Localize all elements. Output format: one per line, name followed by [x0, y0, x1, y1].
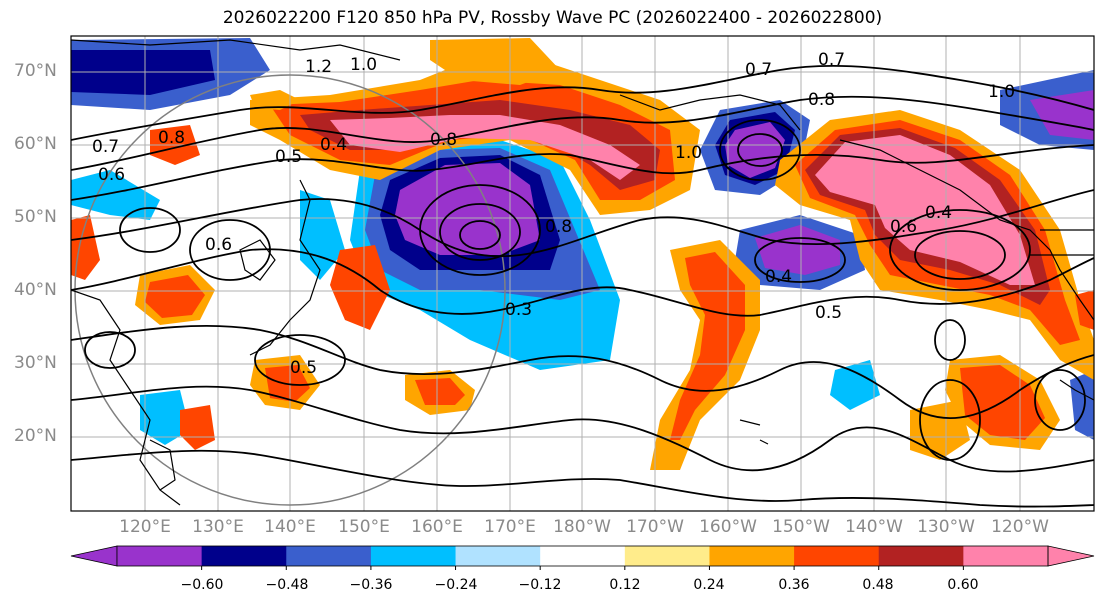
colorbar-segment: [540, 546, 626, 566]
contour-label: 0.6: [98, 165, 125, 185]
contour-label: 0.8: [545, 217, 572, 237]
lat-label: 30°N: [14, 353, 57, 373]
contour-label: 0.4: [320, 135, 347, 155]
colorbar-segment: [370, 546, 457, 566]
colorbar-segment: [624, 546, 710, 566]
contour-label: 1.0: [988, 82, 1015, 102]
contour-label: 0.3: [505, 300, 532, 320]
contour-labels: 1.0 1.2 0.7 0.6 0.8 0.5 0.4 0.7 0.8 0.6 …: [92, 50, 1015, 378]
colorbar-segment: [794, 546, 880, 566]
colorbar: [70, 545, 1095, 570]
contour-label: 0.6: [890, 217, 917, 237]
contour-label: 0.5: [815, 303, 842, 323]
colorbar-tick-label: 0.36: [778, 577, 810, 593]
colorbar-tick-label: −0.12: [518, 577, 562, 593]
lon-label: 140°E: [264, 517, 316, 537]
colorbar-extend-max: [1047, 545, 1095, 567]
lon-label: 130°E: [192, 517, 244, 537]
colorbar-segment: [201, 546, 287, 566]
lat-label: 40°N: [14, 280, 57, 300]
lon-label: 150°W: [772, 517, 830, 537]
colorbar-tick-label: −0.36: [349, 577, 393, 593]
colorbar-extend-min: [70, 545, 118, 567]
colorbar-tick-label: 0.60: [947, 577, 979, 593]
lon-label: 120°E: [119, 517, 171, 537]
colorbar-tick-label: −0.60: [180, 577, 224, 593]
contour-label: 0.7: [818, 50, 845, 70]
lon-label: 130°W: [917, 517, 975, 537]
contour-label: 0.8: [808, 90, 835, 110]
lon-label: 120°W: [991, 517, 1049, 537]
map-title: 2026022200 F120 850 hPa PV, Rossby Wave …: [222, 8, 883, 28]
contour-label: 0.6: [205, 235, 232, 255]
colorbar-tick-label: 0.48: [862, 577, 894, 593]
contour-label: 1.0: [675, 143, 702, 163]
lat-label: 50°N: [14, 207, 57, 227]
contour-label: 0.7: [745, 60, 772, 80]
lon-label: 160°W: [699, 517, 757, 537]
contour-label: 0.5: [275, 147, 302, 167]
lon-label: 160°E: [411, 517, 463, 537]
colorbar-tick-label: −0.24: [434, 577, 478, 593]
lat-label: 70°N: [14, 61, 57, 81]
colorbar-segment: [963, 546, 1049, 566]
contour-label: 0.8: [158, 128, 185, 148]
contour-label: 0.7: [92, 137, 119, 157]
colorbar-segment: [286, 546, 372, 566]
colorbar-segment: [455, 546, 541, 566]
lat-label: 20°N: [14, 426, 57, 446]
colorbar-segment: [709, 546, 795, 566]
lon-label: 150°E: [338, 517, 390, 537]
colorbar-segment: [878, 546, 964, 566]
map-plot: 1.0 1.2 0.7 0.6 0.8 0.5 0.4 0.7 0.8 0.6 …: [71, 36, 1094, 511]
lon-label: 140°W: [845, 517, 903, 537]
contour-label: 1.0: [350, 55, 377, 75]
contour-label: 0.4: [925, 203, 952, 223]
map-frame: [70, 35, 1095, 512]
contour-label: 0.4: [765, 267, 792, 287]
colorbar-tick-label: 0.24: [693, 577, 725, 593]
pv-shading: [71, 38, 1094, 470]
lat-label: 60°N: [14, 134, 57, 154]
contour-lines: [71, 64, 1094, 508]
colorbar-segment: [117, 546, 203, 566]
lon-label: 180°W: [553, 517, 611, 537]
contour-label: 0.8: [430, 130, 457, 150]
contour-label: 0.5: [290, 358, 317, 378]
colorbar-tick-label: −0.48: [265, 577, 309, 593]
colorbar-frame: [116, 545, 1049, 567]
colorbar-tick-label: 0.12: [609, 577, 641, 593]
contour-label: 1.2: [305, 57, 332, 77]
lon-label: 170°W: [626, 517, 684, 537]
lon-label: 170°E: [484, 517, 536, 537]
